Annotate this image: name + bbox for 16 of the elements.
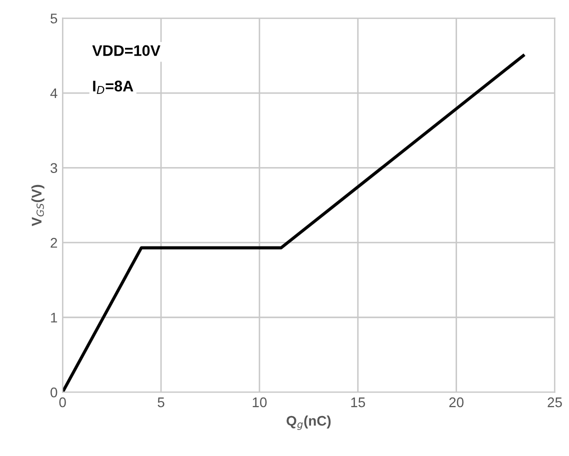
y-axis-title: V$_{GS}$(V): [31, 184, 44, 226]
x-tick-label: 5: [158, 398, 164, 408]
annotation: VDD=10V: [92, 45, 160, 56]
x-axis-title: Q$_{g}$(nC): [286, 416, 331, 430]
y-tick-label: 1: [51, 312, 58, 322]
y-tick-label: 5: [50, 14, 58, 24]
annotation: I$_{D}$=8A: [93, 80, 134, 94]
x-tick-label: 25: [548, 397, 562, 408]
y-tick-label: 3: [50, 163, 58, 173]
x-tick-label: 15: [351, 398, 366, 408]
y-tick-label: 2: [50, 238, 58, 248]
x-tick-label: 0: [59, 397, 66, 408]
x-tick-label: 10: [252, 397, 267, 408]
x-tick-label: 20: [449, 397, 464, 408]
y-tick-label: 0: [50, 387, 58, 398]
y-tick-label: 4: [50, 88, 58, 98]
